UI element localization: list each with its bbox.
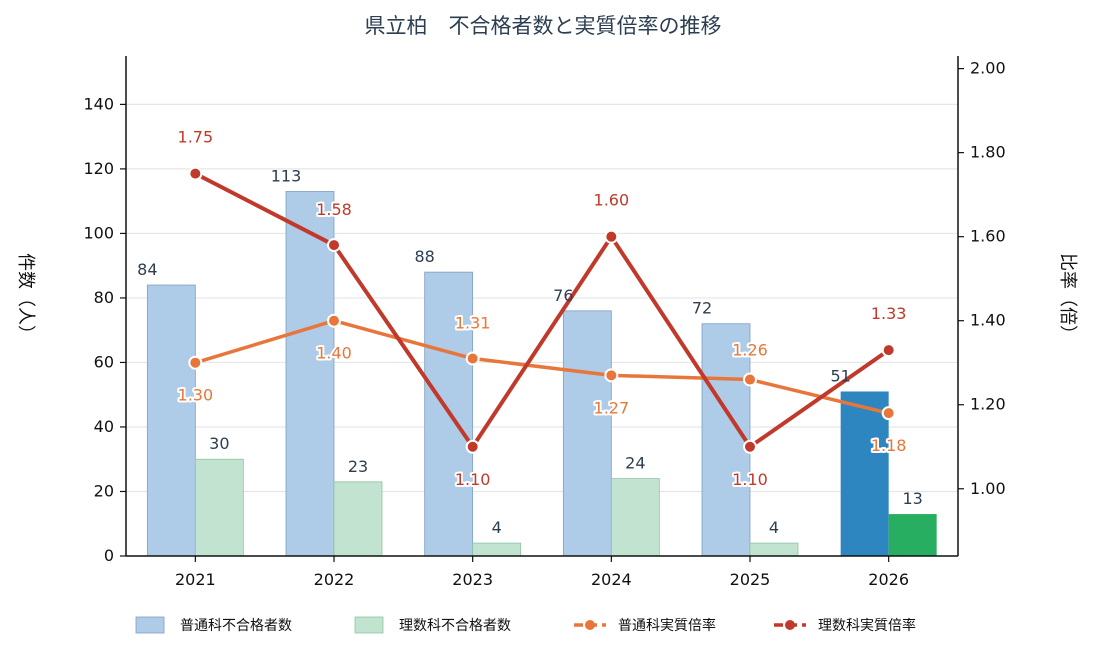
bar-value-label: 51 xyxy=(830,366,850,385)
ratio-value-label: 1.75 xyxy=(178,128,214,147)
y2-tick-label: 1.60 xyxy=(970,227,1006,246)
line-futsu-ratio xyxy=(193,318,891,415)
x-tick-label: 2025 xyxy=(730,570,771,589)
axes: 0 20 40 60 80 100 120 140 1.00 1.20 1.40 1.60 1.80 2.… xyxy=(83,56,1006,589)
y2-tick-label: 1.20 xyxy=(970,395,1006,414)
bar-value-label: 30 xyxy=(209,434,229,453)
line-group xyxy=(188,166,896,454)
line-risu-ratio xyxy=(193,171,891,449)
y-tick-label: 20 xyxy=(94,481,114,500)
legend-label: 普通科不合格者数 xyxy=(180,618,292,634)
ratio-value-label: 1.10 xyxy=(732,470,768,489)
ratio-value-label: 1.40 xyxy=(316,344,352,363)
bar-futsu-2022 xyxy=(285,191,335,557)
ratio-value-label: 1.10 xyxy=(455,470,491,489)
y2-tick-label: 1.80 xyxy=(970,143,1006,162)
bar-value-label: 88 xyxy=(414,247,434,266)
legend-swatch xyxy=(135,616,165,634)
legend-marker xyxy=(785,620,795,630)
legend-label: 普通科実質倍率 xyxy=(618,617,716,634)
ratio-value-label: 1.26 xyxy=(732,341,768,360)
x-tick-label: 2026 xyxy=(868,570,909,589)
ratio-value-label: 1.60 xyxy=(594,191,630,210)
point-risu-2023 xyxy=(465,439,480,454)
y-tick-label: 80 xyxy=(94,288,114,307)
ratio-value-label: 1.27 xyxy=(594,398,630,417)
x-tick-label: 2021 xyxy=(175,570,216,589)
bar-value-label: 4 xyxy=(769,518,779,537)
x-tick-label: 2023 xyxy=(452,570,493,589)
bar-value-label: 13 xyxy=(902,489,922,508)
point-risu-2026 xyxy=(881,343,896,358)
point-futsu-2023 xyxy=(465,351,480,366)
bar-futsu-2026 xyxy=(840,391,889,556)
legend: 普通科不合格者数 理数科不合格者数 普通科実質倍率 理数科実質倍率 xyxy=(135,616,916,634)
ratio-value-label: 1.18 xyxy=(871,436,907,455)
point-futsu-2024 xyxy=(604,368,619,383)
y-tick-label: 100 xyxy=(83,223,114,242)
bar-risu-2024 xyxy=(610,478,660,557)
bar-value-label: 24 xyxy=(625,454,645,473)
point-risu-2024 xyxy=(604,229,619,244)
y-tick-label: 60 xyxy=(94,352,114,371)
bar-value-label: 23 xyxy=(348,457,368,476)
y-tick-label: 140 xyxy=(83,94,114,113)
bar-futsu-2021 xyxy=(146,284,196,557)
y-axis-title: 件数（人） xyxy=(15,253,36,343)
point-risu-2021 xyxy=(188,166,203,181)
x-tick-label: 2022 xyxy=(314,570,355,589)
y2-tick-label: 1.00 xyxy=(970,479,1006,498)
legend-label: 理数科不合格者数 xyxy=(399,618,511,634)
y-tick-label: 120 xyxy=(83,159,114,178)
bar-risu-2026 xyxy=(888,514,937,556)
point-futsu-2021 xyxy=(188,355,203,370)
bar-risu-2023 xyxy=(472,542,522,557)
bar-value-label: 4 xyxy=(492,518,502,537)
ratio-value-label: 1.33 xyxy=(871,304,907,323)
x-tick-label: 2024 xyxy=(591,570,632,589)
y-tick-label: 0 xyxy=(104,546,114,565)
point-futsu-2022 xyxy=(327,313,341,328)
bar-value-label: 84 xyxy=(137,260,157,279)
bar-value-label: 72 xyxy=(692,299,712,318)
data-labels: 84 113 88 76 72 51 30 23 4 24 4 13 1.30 1.40 1.31 1.27 1… xyxy=(137,126,923,537)
bar-risu-2025 xyxy=(749,542,799,557)
bar-group xyxy=(146,191,937,557)
point-risu-2025 xyxy=(743,439,757,454)
bar-risu-2022 xyxy=(333,481,383,557)
ratio-value-label: 1.58 xyxy=(316,200,352,219)
y2-tick-label: 1.40 xyxy=(970,311,1006,330)
chart-title: 県立柏 不合格者数と実質倍率の推移 xyxy=(365,14,722,38)
point-risu-2022 xyxy=(327,238,341,253)
ratio-value-label: 1.31 xyxy=(455,314,491,333)
legend-label: 理数科実質倍率 xyxy=(818,617,916,634)
bar-value-label: 76 xyxy=(553,286,573,305)
bar-risu-2021 xyxy=(194,458,244,557)
bar-value-label: 113 xyxy=(271,166,302,185)
gridlines xyxy=(126,103,958,493)
point-futsu-2025 xyxy=(743,372,757,387)
legend-swatch xyxy=(354,616,384,634)
y2-tick-label: 2.00 xyxy=(970,59,1006,78)
bar-futsu-2024 xyxy=(562,310,612,557)
legend-marker xyxy=(585,620,595,630)
bar-futsu-2025 xyxy=(701,323,751,557)
point-futsu-2026 xyxy=(881,406,896,421)
ratio-value-label: 1.30 xyxy=(178,386,214,405)
y2-axis-title: 比率（倍） xyxy=(1057,253,1078,343)
y-tick-label: 40 xyxy=(94,417,114,436)
